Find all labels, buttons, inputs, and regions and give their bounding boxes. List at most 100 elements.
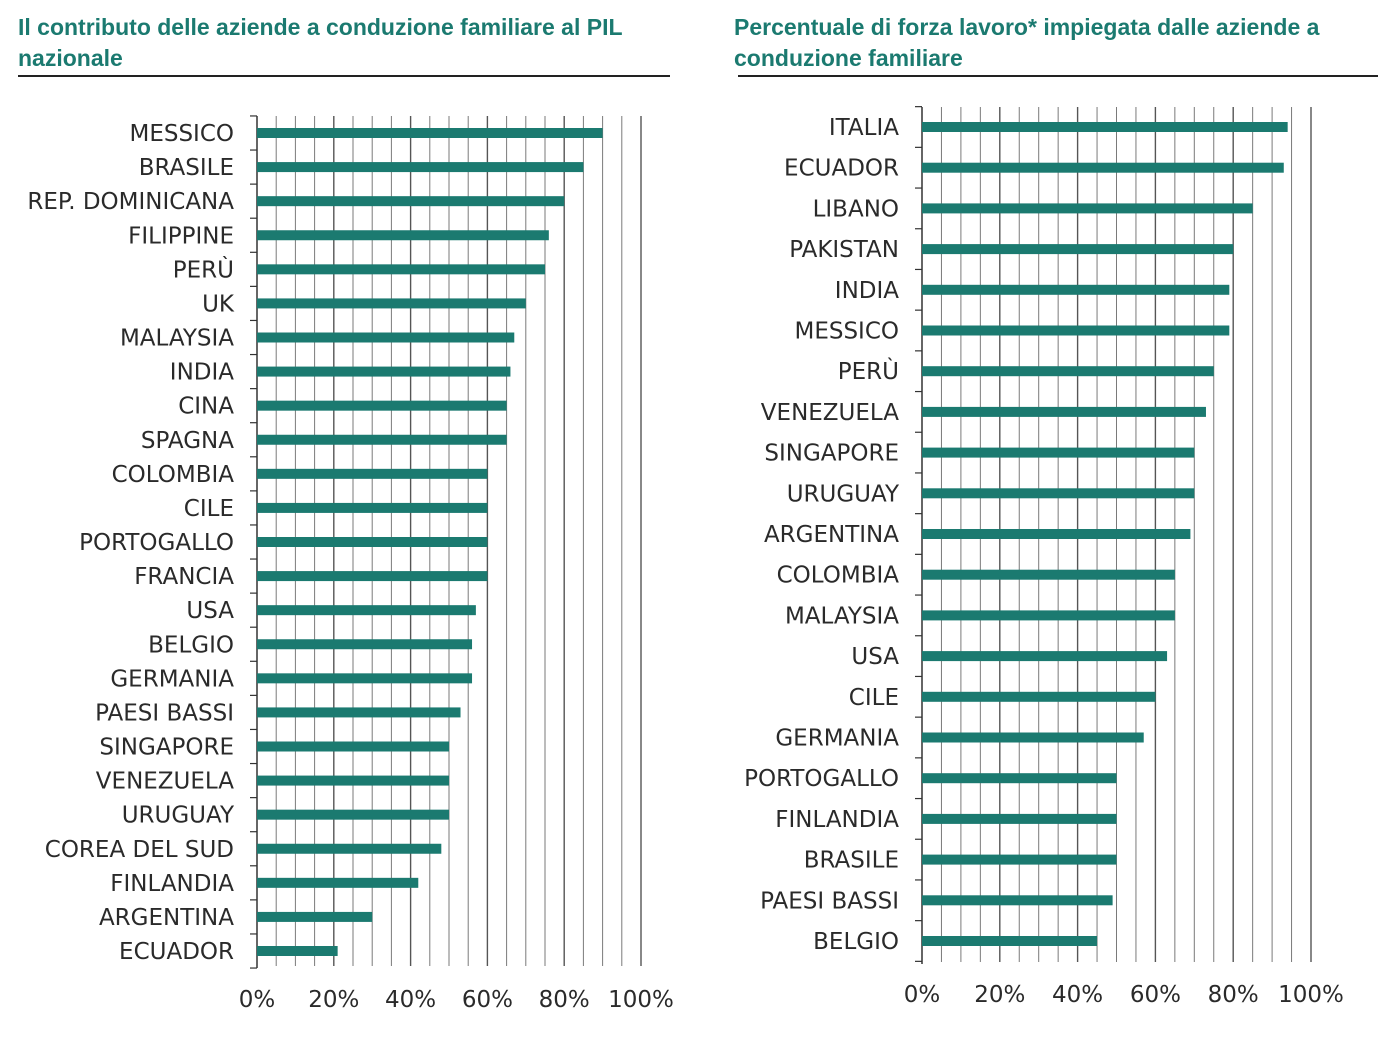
category-label: MESSICO: [129, 121, 234, 147]
category-label: FILIPPINE: [128, 223, 234, 249]
x-tick-label: 0%: [239, 987, 276, 1013]
category-label: BRASILE: [139, 155, 234, 181]
bar: [257, 434, 507, 445]
bar: [922, 325, 1230, 336]
bar: [922, 366, 1214, 377]
x-tick-label: 100%: [608, 987, 674, 1013]
bar: [922, 244, 1234, 255]
bar: [257, 843, 442, 854]
x-tick-label: 60%: [462, 987, 513, 1013]
chart-1: MESSICO BRASILE REP. DOMINICANA FILIPPINE PE…: [27, 115, 674, 1013]
category-label: BELGIO: [813, 929, 899, 955]
category-label: USA: [851, 644, 899, 670]
bar: [257, 332, 515, 343]
category-label: FINLANDIA: [775, 807, 899, 833]
category-label: BELGIO: [148, 632, 234, 658]
category-label: ARGENTINA: [99, 905, 234, 931]
category-label: PORTOGALLO: [79, 530, 234, 556]
bar: [257, 230, 549, 241]
x-tick-label: 20%: [974, 982, 1025, 1008]
bar: [257, 639, 473, 650]
bar: [257, 605, 476, 616]
bar: [257, 707, 461, 718]
bar: [257, 502, 488, 513]
category-label: ARGENTINA: [764, 522, 899, 548]
bar: [257, 911, 373, 922]
category-label: INDIA: [835, 278, 899, 304]
chart-2: ITALIA ECUADOR LIBANO PAKISTAN INDIA MESSICO P…: [744, 106, 1344, 1008]
category-label: URUGUAY: [787, 481, 900, 507]
category-label: PORTOGALLO: [744, 766, 899, 792]
category-label: CILE: [849, 685, 899, 711]
category-label: USA: [186, 598, 234, 624]
chart-1-title: Il contributo delle aziende a conduzione…: [18, 14, 623, 71]
bar: [922, 488, 1195, 499]
x-tick-label: 40%: [385, 987, 436, 1013]
category-label: UK: [202, 291, 235, 317]
category-label: BRASILE: [804, 848, 899, 874]
category-label: COLOMBIA: [112, 462, 235, 488]
category-label: CINA: [178, 394, 234, 420]
category-label: CILE: [184, 496, 234, 522]
category-label: COREA DEL SUD: [45, 837, 234, 863]
bar: [257, 366, 511, 377]
bar: [922, 813, 1117, 824]
category-label: SPAGNA: [141, 428, 234, 454]
bar: [922, 936, 1098, 946]
category-label: ECUADOR: [784, 156, 899, 182]
category-label: REP. DOMINICANA: [27, 189, 234, 215]
bar: [257, 809, 449, 820]
x-tick-label: 40%: [1052, 982, 1103, 1008]
bar: [922, 203, 1253, 214]
bar: [922, 610, 1175, 621]
x-tick-label: 80%: [539, 987, 590, 1013]
bar: [922, 895, 1113, 906]
x-tick-label: 100%: [1278, 982, 1344, 1008]
category-label: VENEZUELA: [761, 400, 899, 426]
bar: [922, 732, 1144, 743]
bar: [257, 673, 473, 684]
category-label: INDIA: [170, 360, 234, 386]
category-label: MESSICO: [794, 319, 899, 345]
chart-2-title-rule: [738, 75, 1378, 77]
category-label: PAKISTAN: [789, 237, 899, 263]
category-label: PAESI BASSI: [95, 700, 234, 726]
bar: [257, 400, 507, 411]
bar: [257, 468, 488, 479]
chart-1-title-rule: [18, 75, 670, 77]
x-tick-label: 80%: [1208, 982, 1259, 1008]
bar: [922, 284, 1230, 295]
bar: [922, 447, 1195, 458]
category-label: PERÙ: [173, 255, 234, 283]
bar: [922, 854, 1117, 865]
category-label: PAESI BASSI: [760, 888, 899, 914]
bar: [922, 773, 1117, 784]
bar: [257, 264, 545, 275]
category-label: SINGAPORE: [99, 735, 234, 761]
category-label: PERÙ: [838, 357, 899, 385]
bar: [922, 406, 1206, 417]
bar: [257, 877, 419, 888]
category-label: GERMANIA: [110, 666, 234, 692]
bar: [257, 741, 449, 752]
category-label: FRANCIA: [134, 564, 234, 590]
bar: [257, 196, 565, 207]
category-label: FINLANDIA: [110, 871, 234, 897]
bar: [922, 122, 1288, 132]
bar: [922, 569, 1175, 580]
category-label: LIBANO: [813, 196, 899, 222]
bar: [922, 162, 1284, 173]
category-label: SINGAPORE: [764, 441, 899, 467]
category-label: URUGUAY: [122, 803, 235, 829]
bar: [257, 537, 488, 547]
category-label: COLOMBIA: [777, 563, 900, 589]
chart-2-title: Percentuale di forza lavoro* impiegata d…: [734, 14, 1320, 71]
bar: [257, 298, 526, 309]
x-tick-label: 0%: [904, 982, 941, 1008]
category-label: ITALIA: [829, 115, 899, 141]
bar: [922, 651, 1168, 662]
bar: [257, 946, 338, 956]
category-label: ECUADOR: [119, 939, 234, 965]
x-tick-label: 60%: [1130, 982, 1181, 1008]
